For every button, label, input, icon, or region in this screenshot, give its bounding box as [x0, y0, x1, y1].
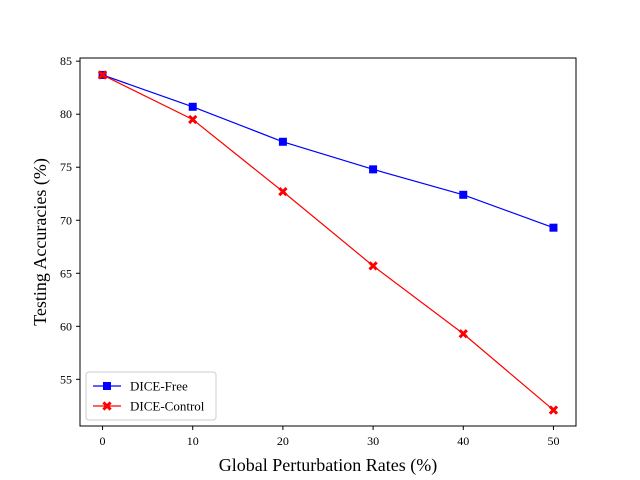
legend-marker-dice-free: [103, 382, 111, 390]
legend-label-dice-free: DICE-Free: [130, 379, 188, 394]
y-axis: 55 60 65 70 75 80 85: [60, 54, 80, 386]
y-axis-label: Testing Accuracies (%): [30, 158, 51, 326]
x-tick-label: 50: [547, 434, 559, 448]
legend: DICE-Free DICE-Control: [85, 371, 217, 421]
data-point-dice-control: [188, 114, 198, 125]
x-tick-label: 20: [277, 434, 289, 448]
legend-box: [85, 371, 217, 421]
y-tick-label: 60: [60, 319, 72, 333]
y-tick-label: 80: [60, 107, 72, 121]
data-point-dice-free: [278, 137, 287, 146]
x-tick-label: 40: [457, 434, 469, 448]
data-point-dice-control: [278, 186, 288, 197]
data-point-dice-control: [458, 329, 468, 339]
data-point-dice-control: [368, 261, 378, 271]
data-point-dice-free: [549, 223, 558, 232]
y-tick-label: 55: [60, 372, 72, 386]
x-tick-label: 0: [100, 434, 106, 448]
x-axis-label: Global Perturbation Rates (%): [219, 455, 437, 476]
data-point-dice-free: [369, 165, 378, 174]
y-tick-label: 65: [60, 266, 72, 280]
data-point-dice-free: [188, 102, 197, 111]
series-line-dice-control: [102, 74, 554, 411]
data-point-dice-control: [97, 70, 108, 80]
y-tick-label: 85: [60, 54, 72, 68]
data-point-dice-free: [459, 190, 468, 199]
x-axis: 0 10 20 30 40 50: [100, 426, 559, 448]
data-point-dice-control: [548, 405, 559, 415]
series-layer: [97, 70, 559, 415]
legend-marker-dice-control: [102, 401, 112, 411]
y-tick-label: 75: [60, 160, 72, 174]
x-tick-label: 10: [187, 434, 199, 448]
plot-area: [79, 57, 577, 427]
y-tick-label: 70: [60, 213, 72, 227]
series-line-dice-free: [102, 74, 554, 229]
legend-label-dice-control: DICE-Control: [130, 399, 205, 414]
x-tick-label: 30: [367, 434, 379, 448]
